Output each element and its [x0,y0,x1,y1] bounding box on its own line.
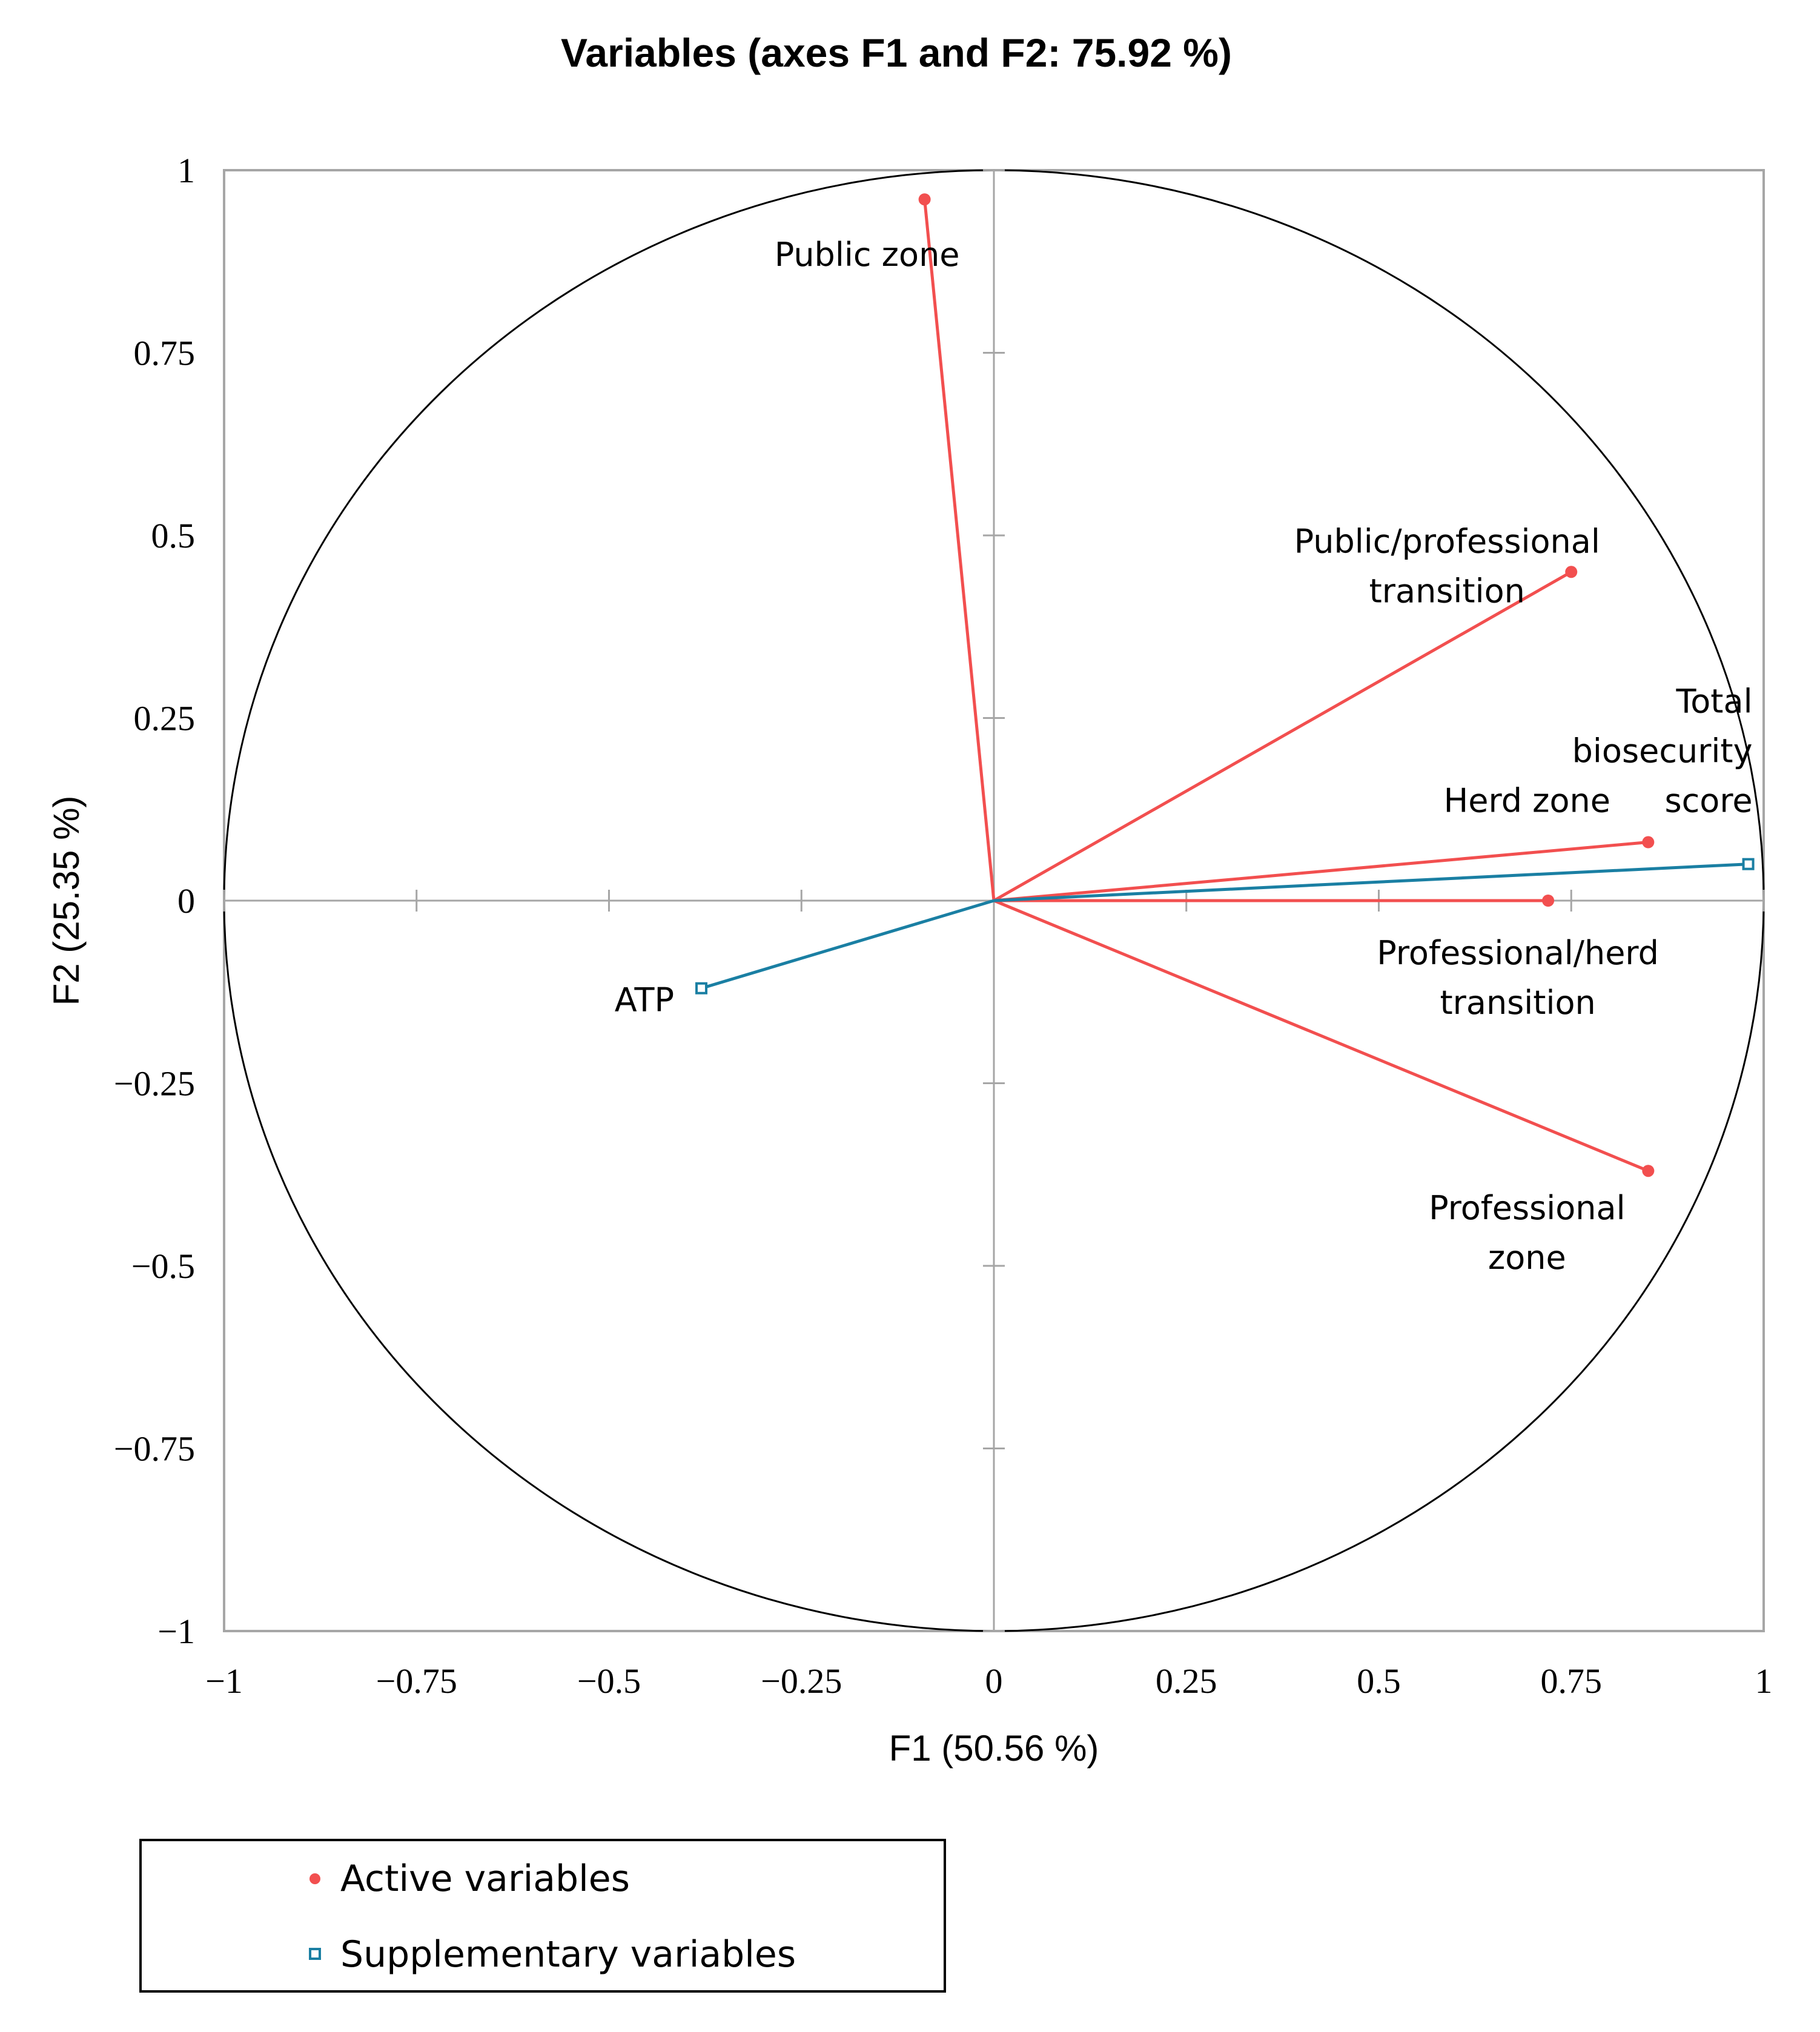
y-tick-label: 0.5 [151,516,196,555]
variable-label: Public/professional transition [1294,522,1600,610]
x-axis-title: F1 (50.56 %) [889,1728,1099,1769]
supplementary-variable-point [1742,858,1755,870]
x-tick-label: −0.5 [577,1661,641,1701]
legend-supplementary-label: Supplementary variables [340,1933,796,1976]
active-variable-point [1542,895,1555,907]
variable-labels: Public zone Public/professional transition… [615,236,1753,1277]
x-tick-label: 0.25 [1156,1661,1217,1701]
variable-vector [993,841,1649,902]
variable-vector [701,899,994,990]
variable-vector [923,199,996,901]
x-axis: −1 −0.75 −0.5 −0.25 0 0.25 0.5 0.75 1 [205,890,1773,1701]
supplementary-variable-point [695,982,708,994]
variable-label: Professional/herd transition [1377,934,1659,1022]
variable-vector [993,862,1749,902]
y-axis: 1 0.75 0.5 0.25 0 −0.25 −0.5 −0.75 −1 [114,151,1005,1651]
active-variable-point [1642,1165,1655,1177]
y-tick-label: −1 [157,1612,195,1651]
y-axis-title: F2 (25.35 %) [46,796,87,1006]
legend-box [139,1839,946,1993]
legend-active-label: Active variables [340,1858,630,1900]
x-tick-label: 0 [985,1661,1003,1701]
legend-active-marker [309,1873,320,1884]
y-tick-label: 0.75 [134,334,196,373]
y-tick-label: −0.75 [114,1429,195,1469]
x-tick-label: −0.25 [761,1661,842,1701]
variable-vector [993,571,1572,902]
x-tick-label: 0.5 [1357,1661,1401,1701]
x-tick-label: −0.75 [376,1661,457,1701]
y-tick-label: −0.5 [131,1246,195,1286]
chart-title: Variables (axes F1 and F2: 75.92 %) [561,30,1232,75]
legend: Active variables Supplementary variables [139,1839,946,1993]
variable-vector [993,899,1649,1173]
x-tick-label: −1 [205,1661,243,1701]
x-tick-label: 1 [1755,1661,1773,1701]
legend-supplementary-marker [309,1948,321,1960]
variable-label: Professional zone [1429,1189,1626,1277]
variable-label: Total biosecurity score [1572,683,1753,820]
y-tick-label: 0.25 [134,699,196,738]
x-tick-label: 0.75 [1541,1661,1603,1701]
variable-label: ATP [615,981,674,1019]
active-variable-point [1565,566,1578,578]
y-tick-label: 1 [177,151,195,190]
variable-label: Herd zone [1444,782,1610,820]
y-tick-label: −0.25 [114,1064,195,1104]
active-variable-point [1642,836,1655,849]
active-variable-point [918,193,931,206]
variable-vectors [695,193,1755,1177]
y-tick-label: 0 [177,881,195,921]
variable-label: Public zone [775,236,960,274]
